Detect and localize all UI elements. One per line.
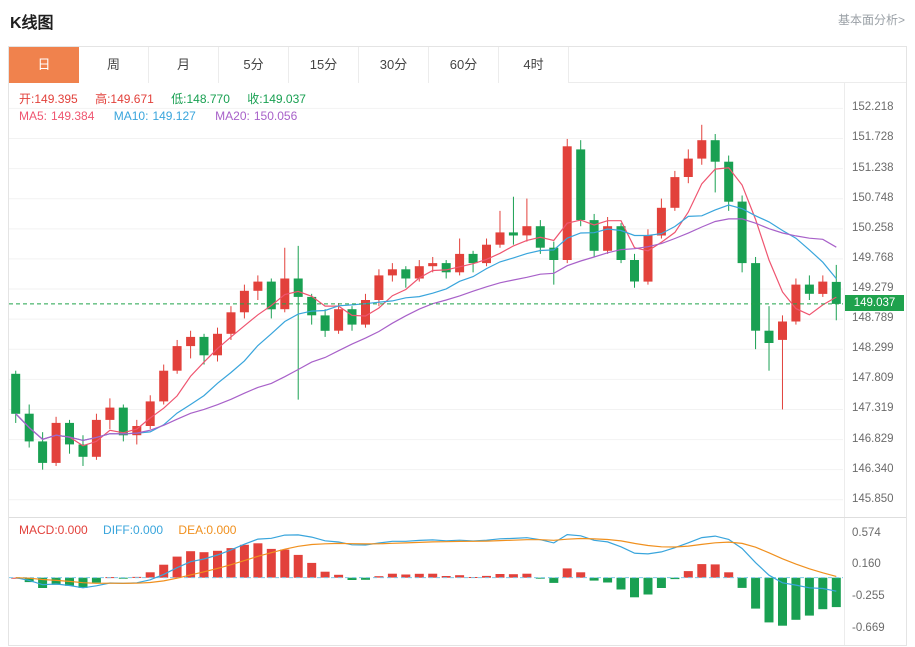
price-tick-label: 151.728 xyxy=(852,131,894,144)
macd-value: MACD:0.000 xyxy=(19,523,88,537)
close-readout: 收:149.037 xyxy=(247,92,306,106)
price-tick-label: 147.809 xyxy=(852,372,894,385)
price-tick-label: 146.340 xyxy=(852,462,894,475)
price-axis: 149.037 152.218 151.728 151.238 150.748 150.… xyxy=(844,83,906,517)
macd-readout: MACD:0.000 DIFF:0.000 DEA:0.000 xyxy=(19,523,248,537)
price-tick-label: 149.768 xyxy=(852,251,894,264)
fundamental-analysis-link[interactable]: 基本面分析> xyxy=(837,13,905,27)
diff-value: DIFF:0.000 xyxy=(103,523,164,537)
candlestick-plot[interactable]: 开:149.395 高:149.671 低:148.770 收:149.037 … xyxy=(9,83,843,517)
price-tick-label: 148.789 xyxy=(852,312,894,325)
main-chart-area[interactable]: 开:149.395 高:149.671 低:148.770 收:149.037 … xyxy=(9,83,906,517)
tab-week[interactable]: 周 xyxy=(79,47,149,83)
period-tabs: 日 周 月 5分 15分 30分 60分 4时 xyxy=(9,47,906,83)
open-readout: 开:149.395 xyxy=(19,92,78,106)
ma10-readout: MA10: 149.127 xyxy=(113,109,196,123)
current-price-badge: 149.037 xyxy=(845,294,904,311)
high-readout: 高:149.671 xyxy=(95,92,154,106)
macd-plot[interactable]: MACD:0.000 DIFF:0.000 DEA:0.000 xyxy=(9,518,843,645)
price-tick-label: 149.279 xyxy=(852,281,894,294)
price-tick-label: 148.299 xyxy=(852,342,894,355)
price-tick-label: 150.748 xyxy=(852,191,894,204)
price-tick-label: 151.238 xyxy=(852,161,894,174)
tab-60min[interactable]: 60分 xyxy=(429,47,499,83)
tab-4hour[interactable]: 4时 xyxy=(499,47,569,83)
macd-axis: 0.574 0.160 -0.255 -0.669 xyxy=(844,518,906,645)
tab-5min[interactable]: 5分 xyxy=(219,47,289,83)
macd-tick-label: 0.160 xyxy=(852,558,881,571)
ma20-readout: MA20: 150.056 xyxy=(215,109,298,123)
page-title: K线图 xyxy=(10,15,54,32)
price-tick-label: 146.829 xyxy=(852,432,894,445)
ohlc-readout: 开:149.395 高:149.671 低:148.770 收:149.037 xyxy=(19,90,320,107)
tab-30min[interactable]: 30分 xyxy=(359,47,429,83)
tab-15min[interactable]: 15分 xyxy=(289,47,359,83)
dea-value: DEA:0.000 xyxy=(178,523,237,537)
ma5-readout: MA5: 149.384 xyxy=(19,109,95,123)
low-readout: 低:148.770 xyxy=(171,92,230,106)
kline-chart-container: 日 周 月 5分 15分 30分 60分 4时 开:149.395 高:149.… xyxy=(8,46,907,646)
macd-tick-label: -0.255 xyxy=(852,590,885,603)
candlestick-chart xyxy=(9,107,843,501)
macd-tick-label: 0.574 xyxy=(852,526,881,539)
price-tick-label: 147.319 xyxy=(852,402,894,415)
price-tick-label: 145.850 xyxy=(852,492,894,505)
widget-header: K线图 基本面分析> xyxy=(0,0,915,38)
macd-tick-label: -0.669 xyxy=(852,621,885,634)
price-tick-label: 150.258 xyxy=(852,221,894,234)
tab-month[interactable]: 月 xyxy=(149,47,219,83)
tab-day[interactable]: 日 xyxy=(9,47,79,83)
macd-chart xyxy=(9,533,843,626)
macd-panel[interactable]: MACD:0.000 DIFF:0.000 DEA:0.000 0.574 0.1… xyxy=(9,517,906,645)
price-tick-label: 152.218 xyxy=(852,101,894,114)
ma-readout: MA5: 149.384 MA10: 149.127 MA20: 150.056 xyxy=(19,109,313,123)
